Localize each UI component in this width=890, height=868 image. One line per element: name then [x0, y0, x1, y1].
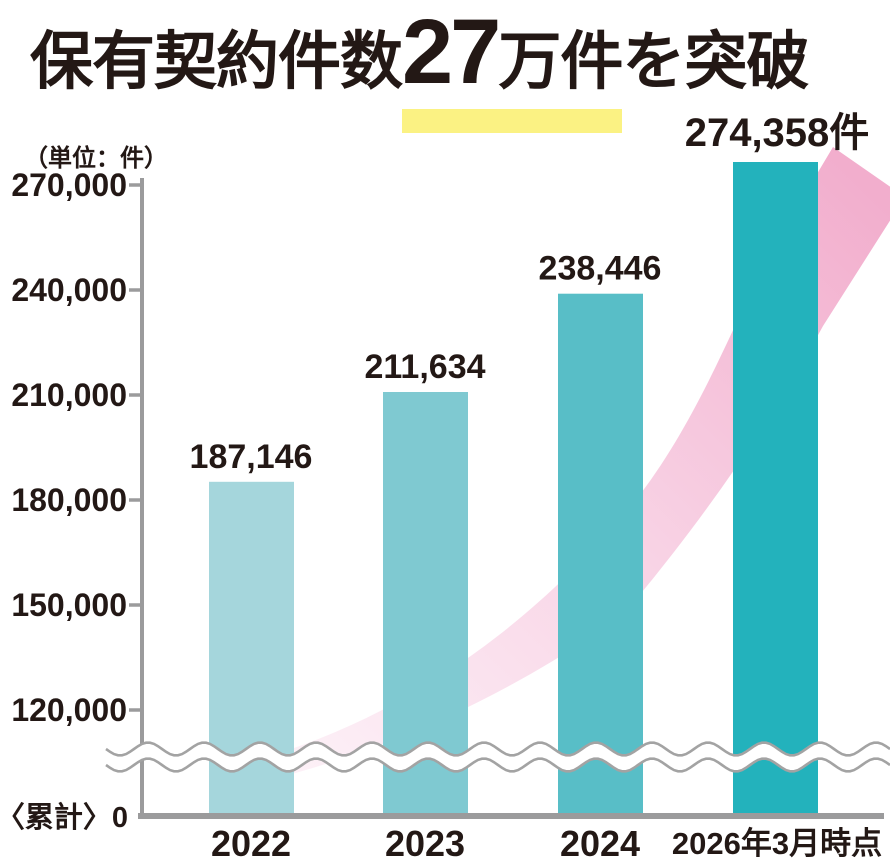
- value-label-2023: 211,634: [364, 348, 485, 386]
- axis-break-wave-bottom: [105, 757, 890, 773]
- page-title: 保有契約件数27万件を突破: [30, 4, 890, 133]
- y-tick-120000: 120,000: [11, 692, 127, 728]
- x-tick-labels: 2022 2023 2024 2026年3月時点: [211, 823, 882, 864]
- y-tick-210000: 210,000: [11, 377, 127, 413]
- y-axis-ticks: [129, 183, 142, 712]
- title-text-left: 保有契約件数: [30, 27, 403, 97]
- y-tick-180000: 180,000: [11, 482, 127, 518]
- unit-label: （単位：件）: [24, 144, 168, 172]
- growth-arrow-icon: [256, 147, 890, 782]
- axis-break: [105, 741, 890, 773]
- y-tick-150000: 150,000: [11, 587, 127, 623]
- value-label-2026: 274,358件: [685, 111, 870, 155]
- y-tick-labels: 270,000 240,000 210,000 180,000 150,000 …: [11, 167, 127, 728]
- x-axis-line: [138, 813, 884, 819]
- x-tick-2026: 2026年3月時点: [672, 826, 882, 861]
- x-tick-2022: 2022: [211, 823, 291, 864]
- x-tick-2023: 2023: [385, 823, 465, 864]
- title-unit: 万件: [498, 27, 623, 97]
- title-highlight: 27万件: [402, 1, 623, 133]
- title-number: 27: [402, 1, 501, 103]
- x-tick-2024: 2024: [560, 823, 640, 864]
- title-text-right: を突破: [622, 27, 809, 97]
- value-label-2022: 187,146: [190, 438, 313, 476]
- value-label-2024: 238,446: [539, 250, 662, 288]
- axis-break-wave-top: [105, 741, 890, 757]
- y-axis: [129, 178, 144, 818]
- value-labels: 187,146 211,634 238,446 274,358件: [190, 111, 870, 476]
- bars: [209, 162, 818, 813]
- y-tick-270000: 270,000: [11, 167, 127, 203]
- bar-2024: [558, 293, 643, 813]
- origin-label: 〈累計〉0: [0, 800, 128, 834]
- y-tick-240000: 240,000: [11, 272, 127, 308]
- bar-2026: [733, 162, 818, 813]
